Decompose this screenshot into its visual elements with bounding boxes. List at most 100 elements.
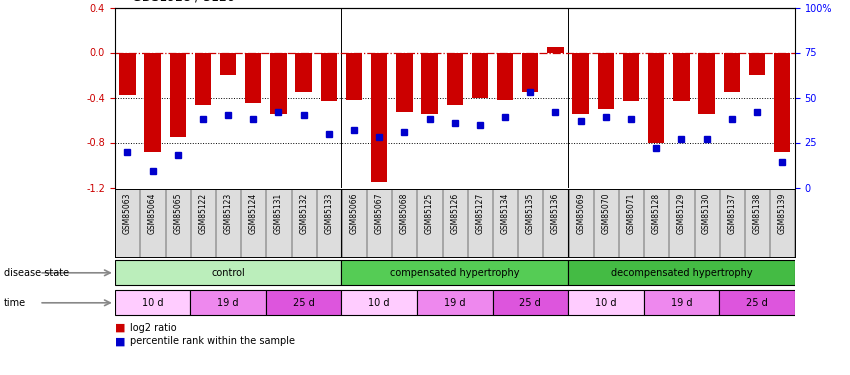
Text: disease state: disease state [4,268,70,278]
FancyBboxPatch shape [342,260,568,285]
Bar [371,53,388,182]
Bar [723,53,740,92]
FancyBboxPatch shape [342,189,366,257]
Bar [270,53,286,114]
FancyBboxPatch shape [669,189,694,257]
Bar [522,53,539,92]
Text: GSM85128: GSM85128 [652,193,660,234]
Text: 25 d: 25 d [746,298,768,308]
FancyBboxPatch shape [266,189,291,257]
FancyBboxPatch shape [292,189,315,257]
Text: GSM85133: GSM85133 [325,193,333,234]
FancyBboxPatch shape [116,189,139,257]
Text: GSM85125: GSM85125 [425,193,434,234]
Text: GSM85068: GSM85068 [400,193,409,234]
FancyBboxPatch shape [594,189,618,257]
Text: GSM85066: GSM85066 [349,193,359,234]
FancyBboxPatch shape [115,290,190,315]
FancyBboxPatch shape [342,290,417,315]
FancyBboxPatch shape [115,260,342,285]
FancyBboxPatch shape [393,189,416,257]
Bar [774,53,790,152]
Text: 25 d: 25 d [519,298,541,308]
FancyBboxPatch shape [317,189,341,257]
Bar [422,53,438,114]
FancyBboxPatch shape [643,290,719,315]
FancyBboxPatch shape [694,189,719,257]
Text: decompensated hypertrophy: decompensated hypertrophy [610,268,752,278]
Text: GSM85071: GSM85071 [626,193,636,234]
Bar [598,53,614,109]
FancyBboxPatch shape [417,189,442,257]
Text: GSM85135: GSM85135 [526,193,535,234]
Bar [119,53,135,95]
Text: GDS1928 / 3126: GDS1928 / 3126 [132,0,235,4]
FancyBboxPatch shape [568,260,795,285]
Bar [245,53,262,103]
Bar [673,53,689,101]
Text: 19 d: 19 d [218,298,239,308]
Bar [497,53,513,100]
Bar [144,53,161,152]
Bar [169,53,186,137]
Text: GSM85134: GSM85134 [501,193,510,234]
Text: time: time [4,298,26,308]
FancyBboxPatch shape [241,189,265,257]
Bar [346,53,362,100]
FancyBboxPatch shape [166,189,190,257]
Text: control: control [211,268,245,278]
FancyBboxPatch shape [492,290,568,315]
Bar [320,53,337,101]
Text: GSM85065: GSM85065 [173,193,182,234]
Text: GSM85130: GSM85130 [702,193,711,234]
Text: 10 d: 10 d [368,298,390,308]
Text: GSM85123: GSM85123 [224,193,233,234]
Text: GSM85131: GSM85131 [274,193,283,234]
Text: GSM85063: GSM85063 [123,193,132,234]
Bar [195,53,211,105]
Text: GSM85069: GSM85069 [576,193,585,234]
Bar [220,53,236,75]
Text: GSM85138: GSM85138 [752,193,762,234]
FancyBboxPatch shape [745,189,769,257]
Bar [396,53,412,112]
Text: percentile rank within the sample: percentile rank within the sample [130,336,295,346]
Text: GSM85129: GSM85129 [677,193,686,234]
FancyBboxPatch shape [568,290,643,315]
Text: ■: ■ [115,323,128,333]
FancyBboxPatch shape [543,189,568,257]
Bar [749,53,765,75]
FancyBboxPatch shape [266,290,342,315]
Bar [699,53,715,114]
FancyBboxPatch shape [190,189,215,257]
Text: 19 d: 19 d [444,298,466,308]
Bar [547,47,564,53]
FancyBboxPatch shape [619,189,643,257]
Text: GSM85067: GSM85067 [375,193,383,234]
Bar [446,53,463,105]
Text: GSM85064: GSM85064 [148,193,157,234]
Bar [573,53,589,114]
Text: GSM85124: GSM85124 [249,193,258,234]
FancyBboxPatch shape [770,189,794,257]
FancyBboxPatch shape [216,189,241,257]
FancyBboxPatch shape [644,189,668,257]
Text: GSM85070: GSM85070 [601,193,610,234]
FancyBboxPatch shape [518,189,542,257]
FancyBboxPatch shape [719,290,795,315]
FancyBboxPatch shape [468,189,492,257]
FancyBboxPatch shape [417,290,492,315]
Text: 19 d: 19 d [671,298,692,308]
FancyBboxPatch shape [720,189,744,257]
Text: GSM85136: GSM85136 [551,193,560,234]
Text: GSM85137: GSM85137 [728,193,736,234]
FancyBboxPatch shape [443,189,467,257]
Text: GSM85126: GSM85126 [450,193,459,234]
Bar [623,53,639,101]
Text: ■: ■ [115,336,128,346]
Text: log2 ratio: log2 ratio [130,323,177,333]
Text: GSM85132: GSM85132 [299,193,309,234]
Text: GSM85122: GSM85122 [198,193,207,234]
Text: 10 d: 10 d [142,298,163,308]
FancyBboxPatch shape [569,189,592,257]
